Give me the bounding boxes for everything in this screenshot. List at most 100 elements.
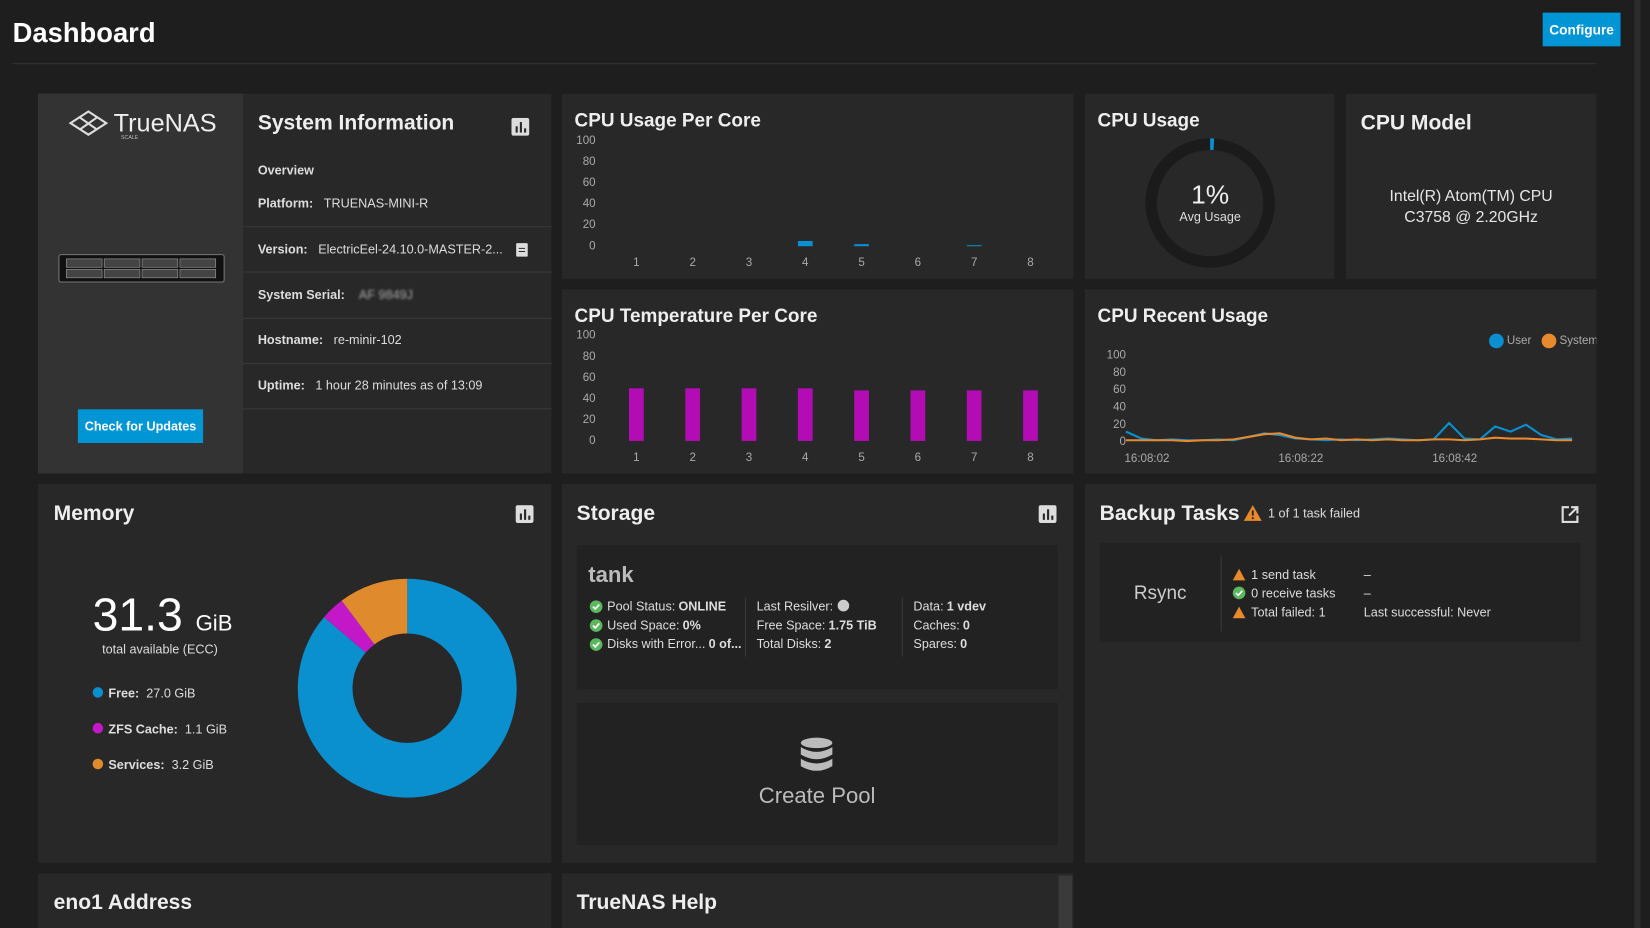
- cpu-per-core-chart: 0 20 40 60 80 100 1 2 3 4 5 6 7 8: [576, 135, 1033, 269]
- y-tick-label: 20: [583, 414, 596, 426]
- truenas-logo-text: TrueNAS: [113, 109, 217, 138]
- server-image: [58, 254, 225, 283]
- pool-detail: Used Space: 0%: [607, 618, 701, 633]
- info-value: ElectricEel-24.10.0-MASTER-2...: [318, 242, 503, 257]
- configure-button[interactable]: Configure: [1542, 12, 1621, 47]
- y-tick-label: 60: [1113, 384, 1126, 396]
- check-icon: [589, 638, 603, 651]
- y-tick-label: 20: [583, 219, 596, 231]
- check-icon: [589, 619, 603, 632]
- gauge-value: 1%: [1191, 180, 1229, 210]
- info-row: Platform: TRUENAS-MINI-R: [258, 196, 428, 211]
- y-tick-label: 0: [589, 435, 595, 447]
- x-tick-label: 5: [858, 452, 864, 464]
- card-scrollbar[interactable]: [1058, 875, 1073, 928]
- warning-icon: [1243, 505, 1262, 521]
- x-tick-label: 16:08:02: [1124, 453, 1169, 465]
- row-divider: [243, 363, 552, 365]
- check-updates-button[interactable]: Check for Updates: [77, 409, 204, 444]
- card-title: TrueNAS Help: [576, 891, 717, 915]
- header-divider: [12, 63, 1597, 65]
- y-tick-label: 100: [576, 135, 595, 147]
- memory-value: 31.3: [92, 589, 183, 641]
- card-title: CPU Usage Per Core: [574, 109, 761, 131]
- card-title: CPU Model: [1360, 111, 1472, 135]
- y-tick-label: 60: [583, 372, 596, 384]
- detail-value: 2: [824, 636, 832, 652]
- x-tick-label: 7: [971, 257, 977, 269]
- x-tick-label: 1: [633, 452, 639, 464]
- backup-card: [1084, 484, 1597, 863]
- info-value: re-minir-102: [333, 332, 402, 348]
- help-card: [561, 873, 1074, 928]
- legend-value: 1.1 GiB: [184, 721, 228, 737]
- card-title: CPU Usage: [1097, 109, 1200, 131]
- legend-item: Services: 3.2 GiB: [92, 757, 214, 773]
- reports-icon[interactable]: [1038, 505, 1057, 523]
- copy-icon[interactable]: [516, 242, 529, 257]
- y-tick-label: 60: [583, 177, 596, 189]
- bar: [629, 388, 644, 441]
- backup-line: 1 send task: [1251, 567, 1316, 582]
- scrollbar[interactable]: [1634, 0, 1641, 928]
- create-pool-text: Create Pool: [758, 783, 876, 809]
- bar: [966, 245, 982, 247]
- backup-side: –: [1363, 567, 1371, 582]
- pool-name: tank: [588, 562, 634, 588]
- legend-label: ZFS Cache:: [108, 721, 178, 737]
- cpu-usage-card: [1084, 93, 1335, 279]
- memory-total: 31.3 GiB: [93, 589, 233, 642]
- card-title: Memory: [53, 501, 135, 526]
- open-link-icon[interactable]: [1561, 505, 1580, 524]
- system-info-title: System Information: [257, 111, 455, 135]
- y-tick-label: 100: [576, 330, 595, 342]
- y-tick-label: 0: [589, 240, 595, 252]
- check-icon: [1232, 586, 1246, 600]
- row-divider: [243, 317, 552, 319]
- bar: [854, 390, 869, 441]
- legend-item: Free: 27.0 GiB: [92, 686, 196, 701]
- pie-slice: [324, 600, 375, 653]
- column-divider: [1220, 555, 1222, 632]
- x-tick-label: 16:08:22: [1278, 453, 1323, 465]
- row-divider: [243, 271, 552, 273]
- reports-icon[interactable]: [511, 117, 530, 136]
- info-label: Platform:: [257, 195, 314, 211]
- reports-icon[interactable]: [515, 505, 534, 523]
- cpu-temp-chart: 0 20 40 60 80 100 1 2 3 4 5 6 7 8: [576, 330, 1038, 464]
- memory-donut: [297, 578, 517, 798]
- detail-value: 0: [960, 636, 968, 652]
- cpu-recent-chart: 0 20 40 60 80 100 16:08:02 16:08:22 16:08:42 User…: [1107, 333, 1596, 465]
- x-tick-label: 3: [746, 452, 752, 464]
- cpu-gauge: 1%Avg Usage: [1145, 138, 1275, 268]
- detail-label: Used Space:: [607, 617, 680, 633]
- detail-label: Caches:: [913, 617, 960, 633]
- x-tick-label: 6: [915, 257, 921, 269]
- detail-label: Free Space:: [756, 617, 826, 633]
- create-pool-box[interactable]: [576, 702, 1058, 845]
- column-divider: [745, 597, 747, 657]
- detail-value: 0%: [682, 617, 701, 633]
- legend-label: Free:: [108, 686, 140, 701]
- x-tick-label: 4: [802, 452, 809, 464]
- x-tick-label: 2: [689, 257, 695, 269]
- legend-value: 3.2 GiB: [171, 757, 214, 773]
- info-row: System Serial: AF 9849J: [258, 287, 413, 302]
- bar: [1023, 390, 1038, 441]
- info-label: Hostname:: [257, 332, 324, 348]
- x-tick-label: 3: [746, 257, 752, 269]
- legend-dot: [92, 758, 104, 770]
- y-tick-label: 40: [1113, 402, 1126, 414]
- overview-label: Overview: [257, 163, 314, 178]
- backup-line: Total failed: 1: [1251, 605, 1326, 620]
- warning-icon: [1232, 606, 1246, 619]
- card-title: Backup Tasks: [1099, 501, 1240, 526]
- legend-dot: [92, 722, 104, 734]
- x-tick-label: 8: [1027, 257, 1033, 269]
- bar: [797, 388, 813, 441]
- backup-line: 0 receive tasks: [1251, 586, 1336, 601]
- row-divider: [243, 226, 552, 228]
- legend-value: 27.0 GiB: [146, 686, 196, 701]
- check-icon: [589, 600, 603, 613]
